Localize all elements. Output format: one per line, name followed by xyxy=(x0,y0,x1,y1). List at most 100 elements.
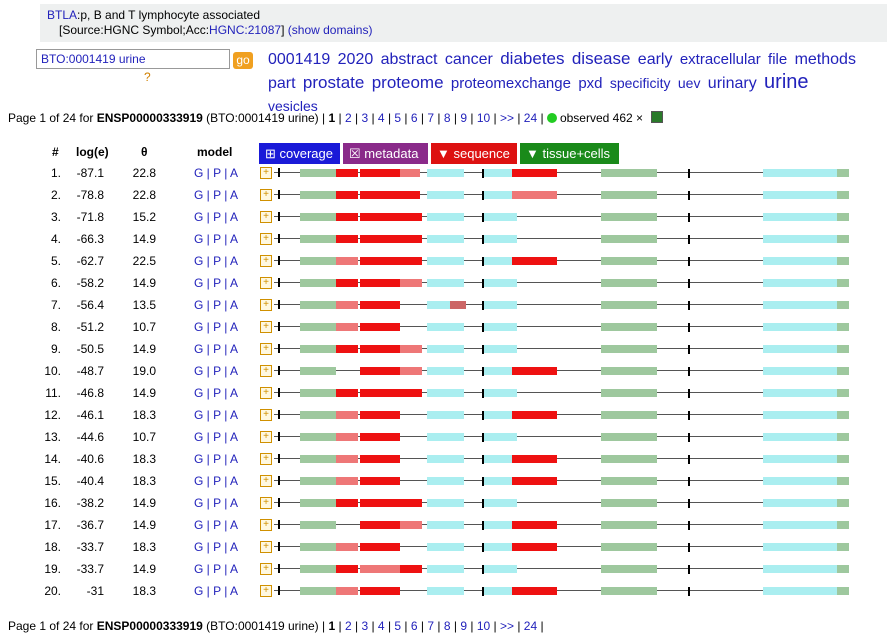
tag-cloud-term[interactable]: cancer xyxy=(444,51,493,68)
expand-icon[interactable]: + xyxy=(260,189,272,201)
expand-icon[interactable]: + xyxy=(260,343,272,355)
pager-context: (BTO:0001419 urine) | xyxy=(202,111,329,125)
pager-page-link[interactable]: 24 xyxy=(523,619,538,633)
expand-icon[interactable]: + xyxy=(260,211,272,223)
tag-cloud-term[interactable]: diabetes xyxy=(500,49,565,68)
model-links[interactable]: G | P | A xyxy=(194,342,239,356)
pager-page-link[interactable]: 9 xyxy=(460,111,468,125)
show-domains-link[interactable]: (show domains) xyxy=(287,23,373,37)
peptide-segment xyxy=(336,323,358,331)
model-links[interactable]: G | P | A xyxy=(194,474,239,488)
tag-cloud-term[interactable]: urine xyxy=(764,71,809,93)
tag-cloud-term[interactable]: abstract xyxy=(380,51,438,68)
model-links[interactable]: G | P | A xyxy=(194,540,239,554)
spreadsheet-icon[interactable] xyxy=(651,111,664,123)
pager-page-link[interactable]: 3 xyxy=(361,619,369,633)
pager-page-link[interactable]: 24 xyxy=(523,111,538,125)
expand-icon[interactable]: + xyxy=(260,299,272,311)
pager-page-link[interactable]: 5 xyxy=(394,111,402,125)
gene-link[interactable]: BTLA xyxy=(47,8,78,22)
peptide-segment xyxy=(601,235,657,243)
expand-icon[interactable]: + xyxy=(260,497,272,509)
expand-icon[interactable]: + xyxy=(260,255,272,267)
model-links[interactable]: G | P | A xyxy=(194,496,239,510)
model-links[interactable]: G | P | A xyxy=(194,254,239,268)
model-links[interactable]: G | P | A xyxy=(194,210,239,224)
model-links[interactable]: G | P | A xyxy=(194,430,239,444)
tab-sequence[interactable]: ▼ sequence xyxy=(431,143,517,164)
model-links[interactable]: G | P | A xyxy=(194,276,239,290)
model-links[interactable]: G | P | A xyxy=(194,364,239,378)
tag-cloud-term[interactable]: uev xyxy=(677,75,701,91)
model-links[interactable]: G | P | A xyxy=(194,408,239,422)
model-links[interactable]: G | P | A xyxy=(194,562,239,576)
peptide-segment xyxy=(601,455,657,463)
expand-icon[interactable]: + xyxy=(260,541,272,553)
model-links[interactable]: G | P | A xyxy=(194,320,239,334)
pager-page-link[interactable]: 2 xyxy=(344,619,352,633)
model-links[interactable]: G | P | A xyxy=(194,452,239,466)
tag-cloud-term[interactable]: 2020 xyxy=(337,51,374,68)
model-links[interactable]: G | P | A xyxy=(194,166,239,180)
pager-page-link[interactable]: >> xyxy=(499,111,514,125)
tab-tissue-cells[interactable]: ▼ tissue+cells xyxy=(520,143,619,164)
tag-cloud-term[interactable]: early xyxy=(637,51,673,68)
expand-icon[interactable]: + xyxy=(260,365,272,377)
pager-page-link[interactable]: >> xyxy=(499,619,514,633)
expand-icon[interactable]: + xyxy=(260,475,272,487)
model-links[interactable]: G | P | A xyxy=(194,232,239,246)
tag-cloud-term[interactable]: file xyxy=(768,51,788,68)
tag-cloud-term[interactable]: part xyxy=(268,75,296,92)
expand-icon[interactable]: + xyxy=(260,277,272,289)
tag-cloud-term[interactable]: proteome xyxy=(371,73,444,92)
pager-page-link[interactable]: 9 xyxy=(460,619,468,633)
tag-cloud-term[interactable]: prostate xyxy=(302,73,365,92)
go-button[interactable]: go xyxy=(233,52,253,69)
tag-cloud-term[interactable]: specificity xyxy=(609,75,671,91)
tag-cloud-term[interactable]: pxd xyxy=(578,75,603,92)
pager-page-link[interactable]: 5 xyxy=(394,619,402,633)
pager-page-link[interactable]: 6 xyxy=(410,111,418,125)
peptide-segment xyxy=(512,191,557,199)
tag-cloud-term[interactable]: methods xyxy=(794,51,856,68)
search-input[interactable]: BTO:0001419 urine xyxy=(36,49,230,69)
pager-page-link[interactable]: 4 xyxy=(377,619,385,633)
expand-icon[interactable]: + xyxy=(260,585,272,597)
pager-page-link[interactable]: 2 xyxy=(344,111,352,125)
expand-icon[interactable]: + xyxy=(260,519,272,531)
model-links[interactable]: G | P | A xyxy=(194,584,239,598)
model-links[interactable]: G | P | A xyxy=(194,188,239,202)
pager-page-link[interactable]: 8 xyxy=(443,111,451,125)
expand-icon[interactable]: + xyxy=(260,167,272,179)
model-links[interactable]: G | P | A xyxy=(194,386,239,400)
model-links[interactable]: G | P | A xyxy=(194,518,239,532)
pager-page-link[interactable]: 10 xyxy=(476,111,491,125)
observed-label[interactable]: observed 462 × xyxy=(559,111,644,125)
pager-page-link[interactable]: 7 xyxy=(427,619,435,633)
pager-page-link[interactable]: 7 xyxy=(427,111,435,125)
pager-page-link[interactable]: 3 xyxy=(361,111,369,125)
pager-page-link[interactable]: 6 xyxy=(410,619,418,633)
tag-cloud-term[interactable]: proteomexchange xyxy=(450,75,571,92)
tab-coverage[interactable]: ⊞ coverage xyxy=(259,143,340,164)
model-links[interactable]: G | P | A xyxy=(194,298,239,312)
expand-icon[interactable]: + xyxy=(260,409,272,421)
expand-icon[interactable]: + xyxy=(260,321,272,333)
expand-icon[interactable]: + xyxy=(260,563,272,575)
tag-cloud-term[interactable]: disease xyxy=(571,49,631,68)
tag-cloud-term[interactable]: urinary xyxy=(707,75,757,92)
expand-icon[interactable]: + xyxy=(260,431,272,443)
expand-icon[interactable]: + xyxy=(260,233,272,245)
pager-page-link[interactable]: 8 xyxy=(443,619,451,633)
help-link[interactable]: ? xyxy=(144,70,151,84)
tag-cloud-term[interactable]: extracellular xyxy=(679,51,761,68)
hgnc-link[interactable]: HGNC:21087 xyxy=(209,23,282,37)
tag-cloud-term[interactable]: 0001419 xyxy=(268,51,331,68)
tab-metadata[interactable]: ☒ metadata xyxy=(343,143,428,164)
expand-icon[interactable]: + xyxy=(260,387,272,399)
peptide-segment xyxy=(400,213,422,221)
expand-icon[interactable]: + xyxy=(260,453,272,465)
pager-page-link[interactable]: 10 xyxy=(476,619,491,633)
pager-page-link[interactable]: 4 xyxy=(377,111,385,125)
tag-cloud-term[interactable]: vesicles xyxy=(268,98,318,114)
